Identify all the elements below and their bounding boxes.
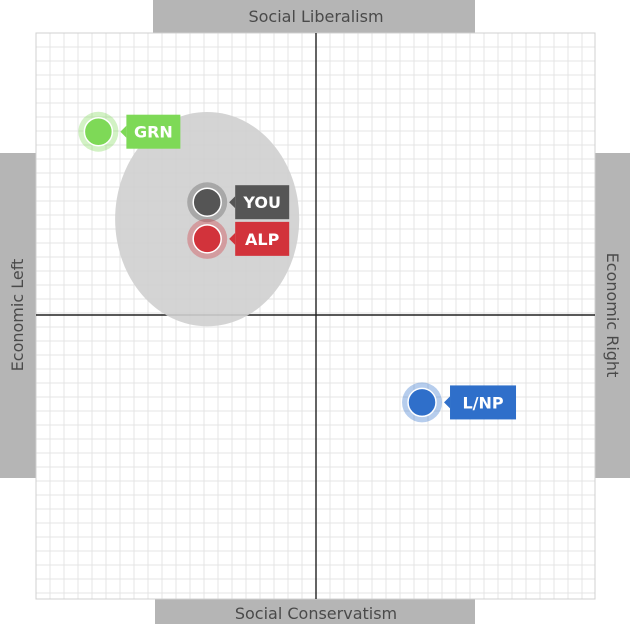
data-points: GRN YOU ALP L/NP: [78, 111, 517, 423]
point-label-box: [126, 114, 181, 149]
axis-label-bottom: Social Conservatism: [235, 604, 397, 623]
point-label-box: [235, 221, 290, 256]
point-marker: [192, 224, 222, 254]
point-label-pointer: [229, 196, 236, 209]
point-label-box: [235, 185, 290, 220]
point-label-box: [450, 385, 517, 420]
point-label-pointer: [120, 125, 127, 138]
point-marker: [83, 116, 114, 147]
point-you: YOU: [187, 182, 290, 223]
axis-label-right: Economic Right: [603, 253, 622, 378]
point-label-pointer: [229, 232, 236, 245]
top-axis-bar: [153, 0, 475, 33]
point-label: YOU: [242, 193, 281, 212]
point-marker: [407, 387, 437, 418]
axis-label-top: Social Liberalism: [248, 7, 383, 26]
left-axis-bar: [0, 153, 36, 478]
point-label: GRN: [134, 123, 173, 142]
confidence-region: [115, 111, 300, 327]
point-lnp: L/NP: [402, 382, 517, 423]
point-grn: GRN: [78, 111, 181, 152]
point-label: ALP: [245, 230, 280, 249]
point-label: L/NP: [462, 393, 503, 412]
bottom-axis-bar: [155, 599, 475, 624]
axis-label-left: Economic Left: [8, 259, 27, 372]
axis-lines: [36, 33, 595, 599]
point-alp: ALP: [187, 218, 290, 259]
right-axis-bar: [595, 153, 630, 478]
point-marker: [192, 187, 222, 217]
point-label-pointer: [444, 396, 451, 409]
